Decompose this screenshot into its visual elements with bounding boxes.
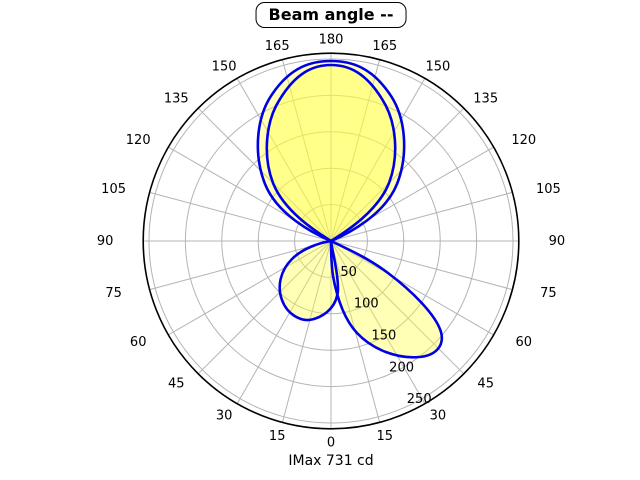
imax-annotation: IMax 731 cd xyxy=(288,453,374,469)
angle-label: 105 xyxy=(536,182,561,197)
grid-spoke xyxy=(168,240,332,336)
angle-label: 165 xyxy=(265,39,290,54)
angle-label: 135 xyxy=(164,91,189,106)
grid-spoke xyxy=(281,240,332,423)
angle-label: 15 xyxy=(269,429,286,444)
angle-label: 75 xyxy=(540,286,557,301)
grid-circle xyxy=(294,204,368,278)
angle-label: 75 xyxy=(105,286,122,301)
angle-label: 90 xyxy=(549,234,566,249)
r-tick-label: 50 xyxy=(340,265,357,280)
grid-spoke xyxy=(330,240,465,375)
chart-title-box: Beam angle -- xyxy=(255,2,407,28)
grid-spoke xyxy=(330,240,513,291)
angle-label: 105 xyxy=(101,182,126,197)
angle-label: 120 xyxy=(511,133,536,148)
angle-label: 30 xyxy=(216,409,233,424)
angle-label: 30 xyxy=(430,409,447,424)
plane-C0-C180-curve xyxy=(256,59,444,359)
grid-spoke xyxy=(330,78,426,242)
grid-spoke xyxy=(330,240,426,404)
angle-label: 60 xyxy=(516,335,533,350)
angle-label: 180 xyxy=(319,32,344,47)
angle-label: 90 xyxy=(97,234,114,249)
angle-label: 135 xyxy=(473,91,498,106)
plane-C90-C270-curve xyxy=(265,63,397,322)
angle-label: 150 xyxy=(425,59,450,74)
grid-circle xyxy=(257,167,405,315)
angle-label: 165 xyxy=(372,39,397,54)
angle-label: 60 xyxy=(130,335,147,350)
r-tick-label: 200 xyxy=(389,360,414,375)
plane-C90-C270-fill xyxy=(266,65,396,320)
grid-circle xyxy=(221,131,441,351)
grid-spoke xyxy=(236,78,332,242)
chart-title: Beam angle -- xyxy=(268,5,394,24)
angle-label: 15 xyxy=(377,429,394,444)
grid-spoke xyxy=(330,107,465,242)
plane-C0-C180-fill xyxy=(257,61,442,358)
grid-spoke xyxy=(197,240,332,375)
polar-spine xyxy=(142,52,520,430)
angle-label: 45 xyxy=(168,377,185,392)
grid-spoke xyxy=(330,59,381,242)
grid-spoke xyxy=(149,240,332,291)
polar-grid-spokes xyxy=(143,53,519,429)
grid-spoke xyxy=(281,59,332,242)
grid-spoke xyxy=(330,240,494,336)
angle-label: 150 xyxy=(212,59,237,74)
grid-circle xyxy=(148,58,514,424)
angle-label: 0 xyxy=(327,436,335,451)
grid-spoke xyxy=(149,191,332,242)
grid-spoke xyxy=(236,240,332,404)
r-tick-label: 150 xyxy=(371,329,396,344)
r-tick-label: 250 xyxy=(407,392,432,407)
r-tick-label: 100 xyxy=(354,297,379,312)
angle-label: 45 xyxy=(477,377,494,392)
grid-spoke xyxy=(197,107,332,242)
polar-grid-circles xyxy=(148,58,514,424)
grid-spoke xyxy=(330,191,513,242)
grid-circle xyxy=(184,94,478,388)
angle-label: 120 xyxy=(126,133,151,148)
